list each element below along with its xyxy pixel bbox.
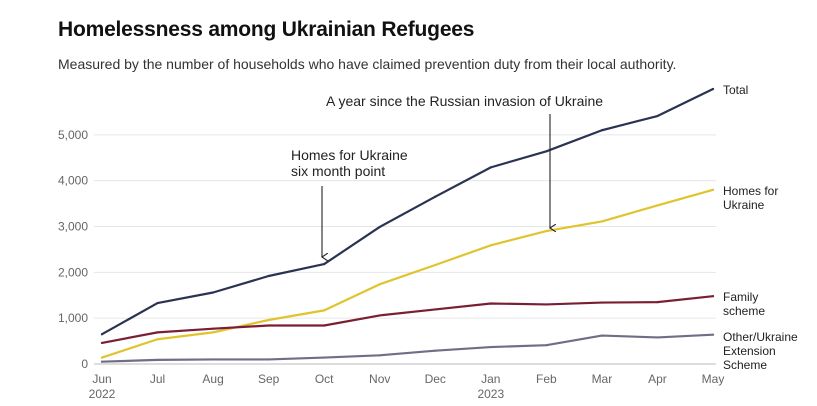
x-tick-label: May [702, 372, 725, 386]
series-line-1 [100, 188, 715, 359]
data-point [434, 349, 437, 352]
data-point [711, 87, 715, 91]
x-tick-label: Apr [648, 372, 667, 386]
data-point [656, 114, 659, 118]
data-point [156, 338, 159, 341]
data-point [656, 204, 659, 207]
data-point [545, 229, 548, 233]
series-line-3 [100, 333, 715, 363]
data-point [489, 244, 492, 247]
data-point [156, 301, 159, 305]
data-point [100, 356, 104, 359]
data-point [100, 341, 104, 345]
data-point [711, 295, 715, 298]
data-point [378, 314, 381, 317]
data-point [600, 301, 604, 304]
series-label-3: Other/Ukraine Extension Scheme [723, 330, 798, 372]
x-tick-label: Nov [369, 372, 390, 386]
series-labels: Total Homes for Ukraine Family scheme Other/U… [723, 83, 798, 372]
x-tick-label: Sep [258, 372, 280, 386]
y-tick-label: 3,000 [58, 220, 88, 234]
data-point [545, 344, 548, 347]
series-label-0: Total [723, 83, 748, 97]
x-tick-label: Feb [536, 372, 557, 386]
data-point [211, 291, 215, 294]
x-tick-label: Oct [315, 372, 334, 386]
data-point [100, 333, 104, 336]
annotation-text: A year since the Russian invasion of Ukr… [326, 93, 603, 109]
data-point [434, 308, 437, 311]
x-year-label: 2023 [477, 387, 504, 401]
data-point [378, 283, 381, 286]
data-point [323, 324, 326, 327]
data-point [100, 360, 104, 363]
y-tick-label: 1,000 [58, 311, 88, 325]
gridlines [94, 134, 716, 365]
data-point [267, 324, 270, 327]
data-point [378, 225, 381, 229]
annotations: Homes for Ukraine six month point A year s… [291, 93, 603, 257]
y-tick-label: 2,000 [58, 265, 88, 279]
chart-title: Homelessness among Ukrainian Refugees [58, 18, 475, 41]
data-point [711, 188, 715, 191]
data-point [211, 327, 215, 330]
x-tick-label: Mar [592, 372, 613, 386]
series-label-1: Homes for Ukraine [723, 184, 778, 212]
data-point [211, 358, 215, 361]
x-tick-label: Dec [425, 372, 446, 386]
y-axis-ticks: 0 1,000 2,000 3,000 4,000 5,000 [58, 128, 88, 371]
x-tick-label: Jul [150, 372, 165, 386]
data-point [489, 345, 492, 349]
y-tick-label: 5,000 [58, 128, 88, 142]
data-point [434, 195, 437, 198]
annotation-text: Homes for Ukraine six month point [291, 147, 408, 179]
chart-subtitle: Measured by the number of households who… [58, 56, 677, 72]
data-point [545, 150, 548, 153]
series-label-2: Family scheme [723, 290, 765, 318]
data-point [434, 263, 437, 267]
data-point [267, 274, 270, 278]
series-line-2 [100, 295, 715, 345]
data-point [323, 262, 326, 266]
y-tick-label: 4,000 [58, 174, 88, 188]
data-point [600, 220, 604, 223]
series-lines [100, 87, 715, 363]
data-point [711, 333, 715, 336]
x-year-label: 2022 [89, 387, 116, 401]
data-point [600, 334, 604, 337]
data-point [489, 302, 492, 305]
series-line-0 [100, 87, 715, 336]
data-point [156, 331, 159, 334]
data-point [656, 301, 659, 304]
y-tick-label: 0 [81, 357, 88, 371]
data-point [378, 354, 381, 357]
data-point [323, 356, 326, 359]
data-point [489, 166, 492, 169]
data-point [600, 129, 604, 132]
x-tick-label: Aug [202, 372, 223, 386]
data-point [323, 309, 326, 312]
x-tick-label: Jun [92, 372, 111, 386]
data-point [267, 318, 270, 322]
x-tick-label: Jan [481, 372, 500, 386]
data-point [211, 331, 215, 334]
data-point [656, 336, 659, 339]
data-point [267, 358, 270, 361]
data-point [156, 358, 159, 361]
data-point [545, 303, 548, 306]
